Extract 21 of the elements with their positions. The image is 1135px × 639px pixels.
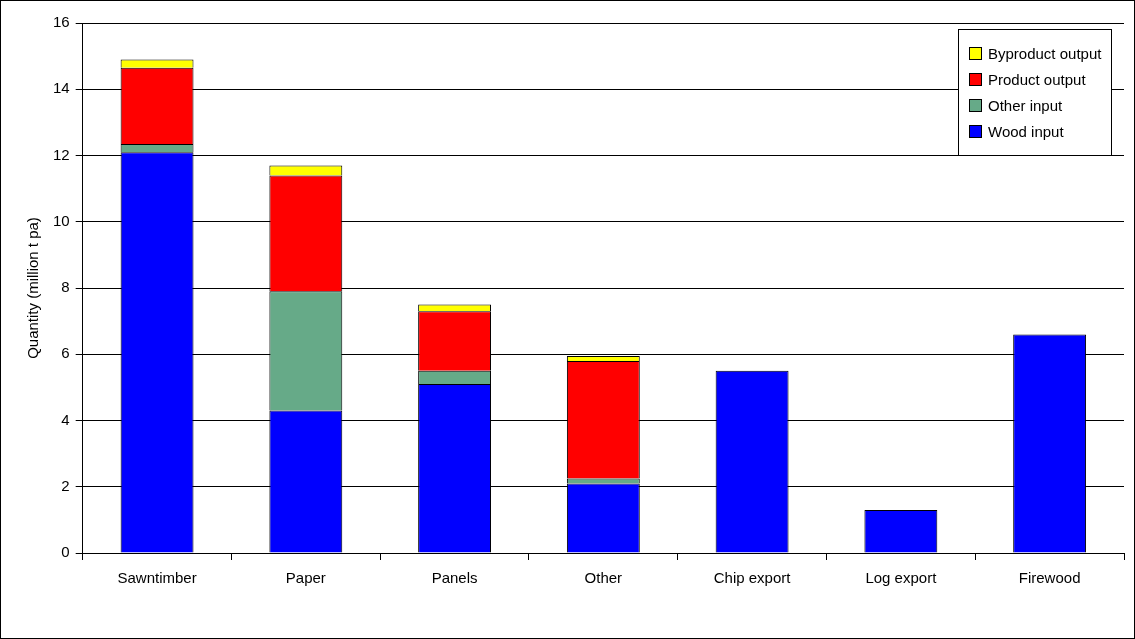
y-tick-label: 0 [61,543,70,561]
x-tick-label: Firewood [1018,569,1081,587]
y-tick-label: 16 [53,13,70,31]
y-tick-label: 4 [61,410,70,428]
y-tick-label: 12 [53,145,70,163]
legend-label: Wood input [988,123,1064,140]
x-tick-label: Paper [285,569,326,587]
y-tick-label: 6 [61,344,70,362]
y-tick-label: 2 [61,476,70,494]
y-tick-label: 14 [53,79,70,97]
y-tick-label: 8 [61,278,70,296]
y-tick-label: 10 [53,211,70,229]
x-tick-label: Chip export [713,569,792,587]
x-tick-label: Other [584,569,623,587]
legend-label: Product output [988,71,1086,88]
x-tick-label: Log export [865,569,938,587]
x-tick-label: Panels [431,569,478,587]
x-tick-label: Sawntimber [117,569,197,587]
legend-label: Byproduct output [988,45,1102,62]
legend-label: Other input [988,97,1063,114]
y-axis-title: Quantity (million t pa) [24,217,42,359]
